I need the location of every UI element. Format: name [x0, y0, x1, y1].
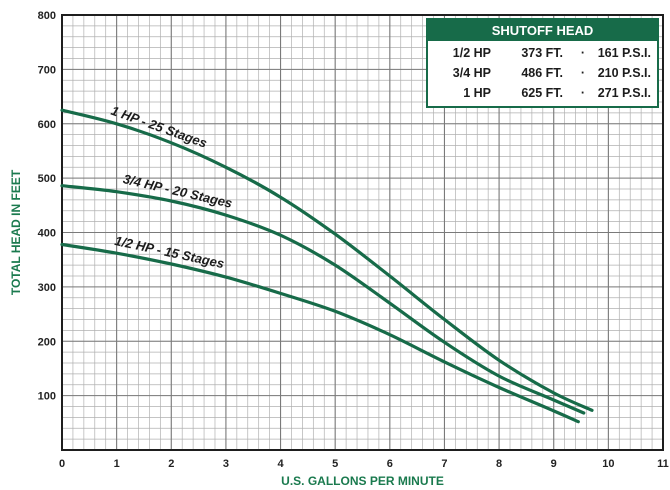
y-tick-label: 700	[38, 64, 56, 76]
curve-label: 1/2 HP - 15 Stages	[113, 233, 225, 271]
x-tick-label: 5	[332, 458, 338, 470]
x-axis-title: U.S. GALLONS PER MINUTE	[281, 474, 444, 488]
x-axis-ticks: 0 1 2 3 4 5 6 7 8 9 10 11	[59, 458, 669, 470]
y-tick-label: 100	[38, 391, 56, 403]
shutoff-psi: 161 P.S.I.	[598, 46, 651, 60]
series-line	[60, 242, 580, 424]
x-tick-label: 1	[114, 458, 120, 470]
shutoff-separator: ·	[581, 46, 585, 60]
x-tick-label: 4	[277, 458, 284, 470]
shutoff-table-title: SHUTOFF HEAD	[492, 23, 594, 38]
series-line	[60, 184, 586, 415]
shutoff-separator: ·	[581, 86, 585, 100]
x-tick-label: 2	[168, 458, 174, 470]
shutoff-feet: 625 FT.	[521, 86, 563, 100]
series-line	[60, 108, 594, 412]
shutoff-separator: ·	[581, 66, 585, 80]
y-tick-label: 600	[38, 119, 56, 131]
shutoff-psi: 271 P.S.I.	[598, 86, 651, 100]
x-tick-label: 0	[59, 458, 65, 470]
shutoff-feet: 373 FT.	[521, 46, 563, 60]
y-axis-title: TOTAL HEAD IN FEET	[9, 169, 23, 295]
shutoff-row: 1 HP 625 FT. · 271 P.S.I.	[463, 86, 651, 100]
y-tick-label: 200	[38, 336, 56, 348]
x-tick-label: 10	[602, 458, 614, 470]
performance-curves	[60, 108, 594, 424]
plot-frame	[61, 14, 664, 451]
shutoff-hp: 1/2 HP	[453, 46, 491, 60]
shutoff-table-header	[427, 19, 658, 41]
x-tick-label: 9	[551, 458, 557, 470]
shutoff-table-rows: 1/2 HP 373 FT. · 161 P.S.I. 3/4 HP 486 FT. · 21…	[453, 46, 651, 100]
x-tick-label: 3	[223, 458, 229, 470]
y-tick-label: 400	[38, 228, 56, 240]
shutoff-hp: 1 HP	[463, 86, 491, 100]
x-tick-label: 8	[496, 458, 502, 470]
x-tick-label: 6	[387, 458, 393, 470]
y-tick-label: 300	[38, 282, 56, 294]
x-tick-label: 11	[657, 458, 669, 470]
shutoff-head-table: SHUTOFF HEAD 1/2 HP 373 FT. · 161 P.S.I. 3/4…	[426, 18, 659, 108]
y-tick-label: 800	[38, 10, 56, 22]
shutoff-psi: 210 P.S.I.	[598, 66, 651, 80]
y-axis-ticks: 100 200 300 400 500 600 700 800	[38, 10, 56, 403]
shutoff-feet: 486 FT.	[521, 66, 563, 80]
shutoff-row: 3/4 HP 486 FT. · 210 P.S.I.	[453, 66, 651, 80]
y-tick-label: 500	[38, 173, 56, 185]
shutoff-row: 1/2 HP 373 FT. · 161 P.S.I.	[453, 46, 651, 60]
shutoff-hp: 3/4 HP	[453, 66, 491, 80]
x-tick-label: 7	[441, 458, 447, 470]
